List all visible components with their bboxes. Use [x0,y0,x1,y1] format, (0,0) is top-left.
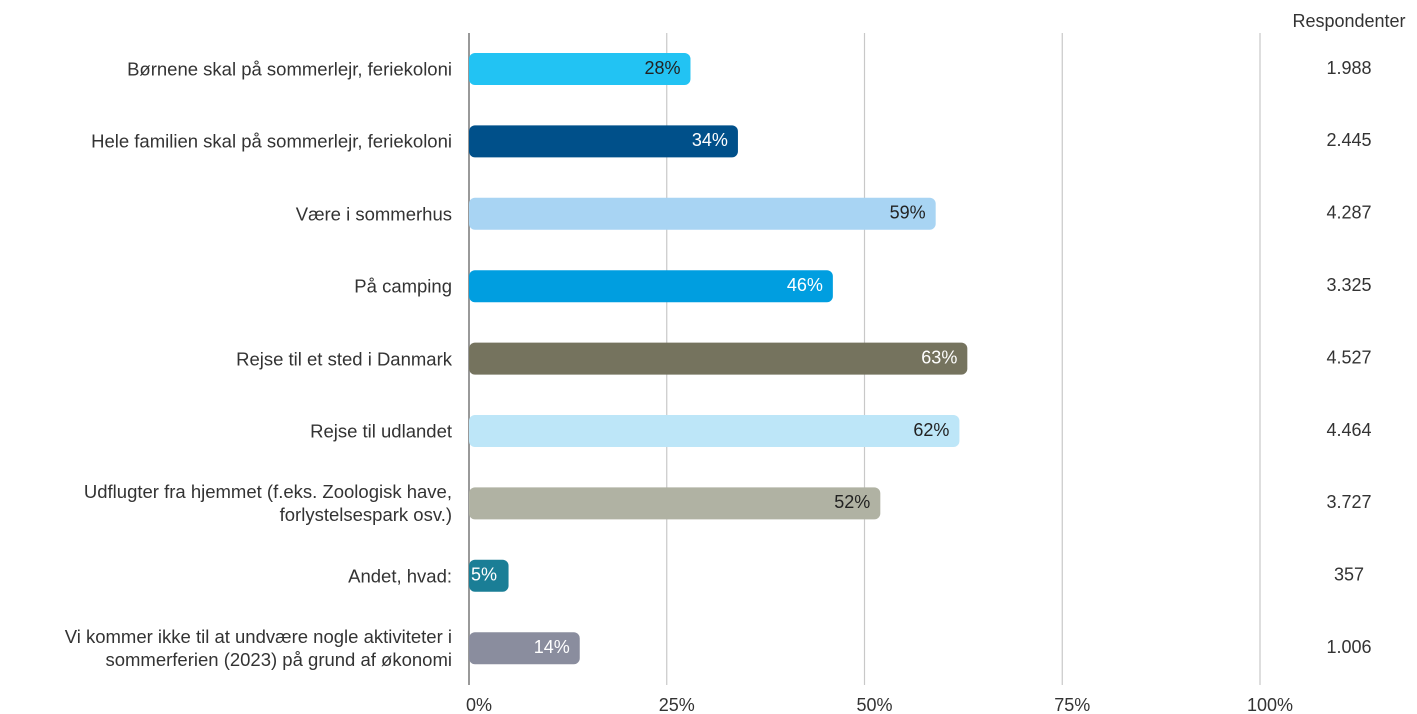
respondents-title: Respondenter [1292,11,1405,31]
bar [469,342,968,375]
category-label: Rejse til udlandet [310,420,452,442]
category-label: Børnene skal på sommerlejr, feriekoloni [127,58,452,80]
respondents-value: 4.527 [1326,347,1371,367]
category-label: På camping [354,275,452,297]
respondents-value: 357 [1334,565,1364,585]
value-label: 46% [787,275,823,295]
value-label: 14% [534,637,570,657]
category-label: Udflugter fra hjemmet (f.eks. Zoologisk … [83,481,452,526]
respondents-value: 3.325 [1326,275,1371,295]
x-tick-label: 0% [466,695,492,714]
bar [469,270,833,303]
value-label: 52% [834,492,870,512]
category-label: Rejse til et sted i Danmark [236,348,452,370]
respondents-value: 1.988 [1326,58,1371,78]
category-label: Vi kommer ikke til at undvære nogle akti… [64,626,452,671]
bar [469,53,691,85]
category-label: Andet, hvad: [348,565,452,587]
value-label: 62% [913,420,949,440]
bar [469,197,936,230]
category-label: Være i sommerhus [295,203,452,225]
bar [469,415,960,447]
respondents-value: 1.006 [1326,637,1371,657]
x-tick-label: 25% [659,695,695,714]
value-label: 59% [890,203,926,223]
category-label: Hele familien skal på sommerlejr, feriek… [91,130,452,152]
respondents-value: 2.445 [1326,130,1371,150]
respondents-value: 4.287 [1326,203,1371,223]
x-tick-label: 75% [1054,695,1090,714]
respondents-value: 4.464 [1326,420,1371,440]
respondents-value: 3.727 [1326,492,1371,512]
value-label: 63% [921,347,957,367]
x-tick-label: 50% [856,695,892,714]
value-label: 34% [692,130,728,150]
value-label: 5% [471,565,497,585]
bar [469,632,580,665]
value-label: 28% [644,58,680,78]
bar [469,487,881,520]
bar [469,125,738,158]
x-tick-label: 100% [1247,695,1293,714]
bar [469,559,509,592]
